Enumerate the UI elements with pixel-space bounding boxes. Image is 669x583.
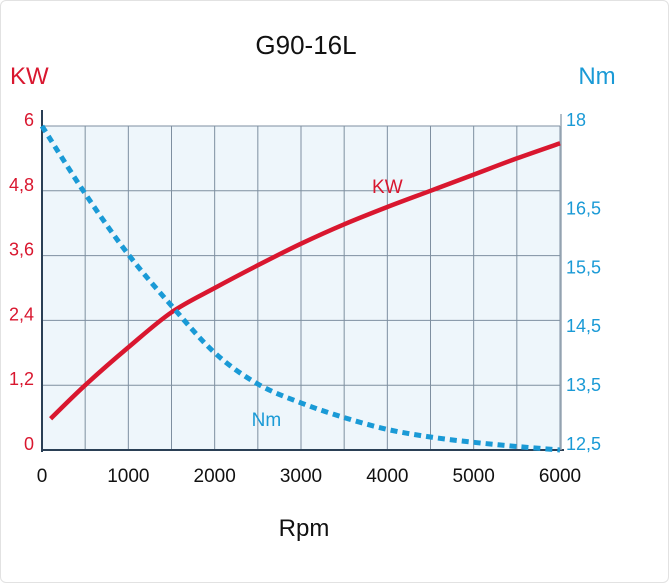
- y-right-axis-label: Nm: [578, 63, 615, 90]
- annotation-kw: KW: [372, 177, 403, 198]
- y-left-axis-label: KW: [10, 63, 49, 90]
- series-line-nm: [39, 124, 561, 453]
- y-left-tick-label: 1,2: [9, 369, 34, 389]
- y-left-tick-label: 6: [24, 110, 34, 130]
- y-right-tick-label: 12,5: [566, 434, 601, 454]
- annotation-nm: Nm: [252, 410, 282, 431]
- series-line-kw: [49, 141, 561, 421]
- x-tick-label: 4000: [366, 466, 408, 487]
- y-left-tick-label: 4,8: [9, 175, 34, 195]
- series-layer: KW Nm: [39, 124, 561, 453]
- y-left-tick-label: 0: [24, 434, 34, 454]
- y-right-tick-label: 14,5: [566, 316, 601, 336]
- axes: [41, 110, 564, 452]
- y-right-tick-label: 13,5: [566, 375, 601, 395]
- chart-labels: G90-16L KW Nm Rpm: [10, 30, 616, 542]
- x-axis-label: Rpm: [279, 515, 330, 542]
- tick-labels: 0 1,2 2,4 3,6 4,8 6 12,5 13,5 14,5 15,5 16,5 18 0 100…: [9, 110, 601, 487]
- y-left-tick-label: 3,6: [9, 240, 34, 260]
- y-right-tick-label: 15,5: [566, 257, 601, 277]
- y-right-tick-label: 18: [566, 110, 586, 130]
- x-tick-label: 2000: [194, 466, 236, 487]
- x-tick-label: 1000: [107, 466, 149, 487]
- chart-title: G90-16L: [255, 30, 356, 60]
- x-tick-label: 0: [37, 466, 48, 487]
- x-tick-label: 6000: [539, 466, 581, 487]
- y-left-tick-label: 2,4: [9, 304, 34, 324]
- y-right-tick-label: 16,5: [566, 198, 601, 218]
- x-tick-label: 3000: [280, 466, 322, 487]
- x-tick-label: 5000: [453, 466, 495, 487]
